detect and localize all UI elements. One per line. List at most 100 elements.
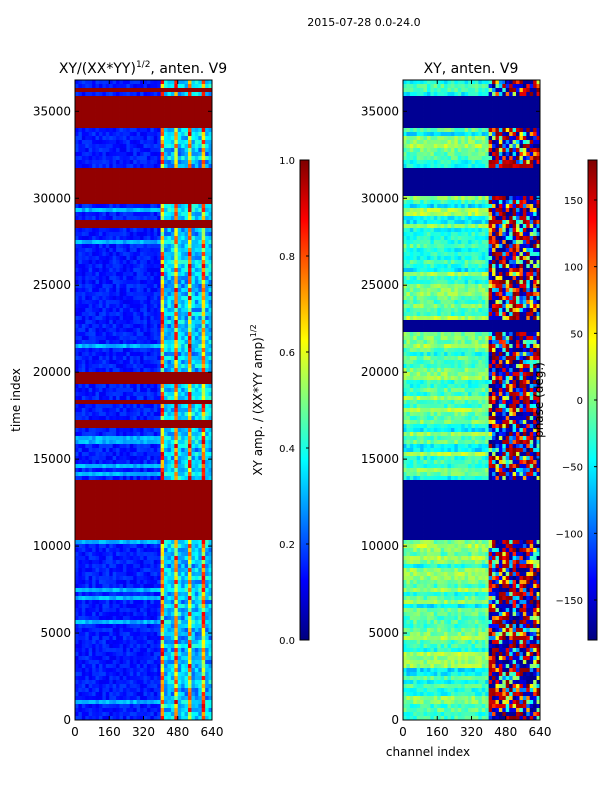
heatmap-amplitude-cell [112,268,117,273]
heatmap-amplitude-cell [102,356,107,361]
heatmap-amplitude-cell [81,200,86,205]
heatmap-amplitude-cell [146,564,151,569]
heatmap-amplitude-cell [181,196,185,201]
heatmap-amplitude-cell [170,308,175,313]
heatmap-amplitude-cell [177,160,182,165]
heatmap-amplitude-cell [81,260,86,265]
heatmap-amplitude-cell [208,476,212,481]
heatmap-amplitude-cell [140,184,144,189]
heatmap-amplitude-cell [119,128,124,133]
heatmap-amplitude-cell [105,172,110,177]
heatmap-amplitude-cell [177,472,182,477]
heatmap-amplitude-cell [198,524,203,529]
heatmap-amplitude-cell [143,420,148,425]
heatmap-amplitude-cell [105,552,110,557]
heatmap-amplitude-cell [201,180,206,185]
heatmap-amplitude-cell [119,420,124,425]
heatmap-amplitude-cell [98,104,103,109]
heatmap-amplitude-cell [160,552,165,557]
heatmap-amplitude-cell [188,428,192,433]
heatmap-amplitude-cell [188,152,192,157]
heatmap-amplitude-cell [201,192,206,197]
heatmap-amplitude-cell [92,344,96,349]
heatmap-amplitude-cell [88,92,93,97]
heatmap-amplitude-cell [146,512,151,517]
heatmap-amplitude-cell [95,516,100,521]
heatmap-amplitude-cell [198,432,203,437]
heatmap-amplitude-cell [174,156,179,161]
heatmap-amplitude-cell [112,424,117,429]
heatmap-amplitude-cell [177,228,182,233]
heatmap-amplitude-cell [157,156,162,161]
heatmap-amplitude-cell [143,164,148,169]
heatmap-amplitude-cell [136,540,141,545]
heatmap-amplitude-cell [201,532,206,537]
heatmap-amplitude-cell [174,208,179,213]
heatmap-amplitude-cell [153,412,158,417]
heatmap-amplitude-cell [95,496,100,501]
heatmap-amplitude-cell [75,188,79,193]
heatmap-amplitude-cell [164,548,168,553]
heatmap-amplitude-cell [170,356,175,361]
heatmap-amplitude-cell [112,468,117,473]
heatmap-amplitude-cell [95,484,100,489]
heatmap-amplitude-cell [119,512,124,517]
heatmap-amplitude-cell [140,296,144,301]
heatmap-amplitude-cell [102,184,107,189]
heatmap-amplitude-cell [143,372,148,377]
heatmap-amplitude-cell [150,372,155,377]
heatmap-amplitude-cell [109,568,114,573]
heatmap-amplitude-cell [133,576,138,581]
heatmap-amplitude-cell [153,116,158,121]
heatmap-amplitude-cell [208,560,212,565]
heatmap-amplitude-cell [146,256,151,261]
heatmap-amplitude-cell [194,100,199,105]
heatmap-amplitude-cell [167,184,172,189]
heatmap-amplitude-cell [184,456,189,461]
heatmap-amplitude-cell [208,524,212,529]
heatmap-amplitude-cell [174,536,179,541]
heatmap-amplitude-cell [116,460,120,465]
heatmap-amplitude-cell [140,232,144,237]
heatmap-amplitude-cell [105,416,110,421]
heatmap-amplitude-cell [167,468,172,473]
heatmap-amplitude-cell [191,208,196,213]
heatmap-amplitude-cell [78,404,83,409]
heatmap-amplitude-cell [98,264,103,269]
heatmap-amplitude-cell [136,532,141,537]
heatmap-amplitude-cell [75,364,79,369]
heatmap-amplitude-cell [194,408,199,413]
heatmap-amplitude-cell [198,572,203,577]
heatmap-amplitude-cell [78,464,83,469]
heatmap-amplitude-cell [95,144,100,149]
heatmap-amplitude-cell [122,556,127,561]
heatmap-amplitude-cell [157,244,162,249]
heatmap-amplitude-cell [78,316,83,321]
heatmap-amplitude-cell [133,540,138,545]
heatmap-amplitude-cell [136,400,141,405]
heatmap-amplitude-cell [105,136,110,141]
heatmap-amplitude-cell [126,268,131,273]
heatmap-amplitude-cell [143,124,148,129]
heatmap-amplitude-cell [129,292,134,297]
heatmap-amplitude-cell [157,268,162,273]
heatmap-amplitude-cell [122,252,127,257]
heatmap-amplitude-cell [119,392,124,397]
heatmap-amplitude-cell [95,488,100,493]
heatmap-amplitude-cell [81,224,86,229]
heatmap-amplitude-cell [170,152,175,157]
heatmap-amplitude-cell [177,496,182,501]
heatmap-amplitude-cell [198,484,203,489]
heatmap-amplitude-cell [146,200,151,205]
heatmap-amplitude-cell [153,216,158,221]
heatmap-amplitude-cell [191,540,196,545]
heatmap-amplitude-cell [133,244,138,249]
heatmap-amplitude-cell [194,348,199,353]
heatmap-amplitude-cell [208,532,212,537]
heatmap-amplitude-cell [184,132,189,137]
heatmap-amplitude-cell [143,144,148,149]
heatmap-amplitude-cell [150,264,155,269]
heatmap-amplitude-cell [170,84,175,89]
heatmap-amplitude-cell [174,576,179,581]
heatmap-amplitude-cell [119,144,124,149]
